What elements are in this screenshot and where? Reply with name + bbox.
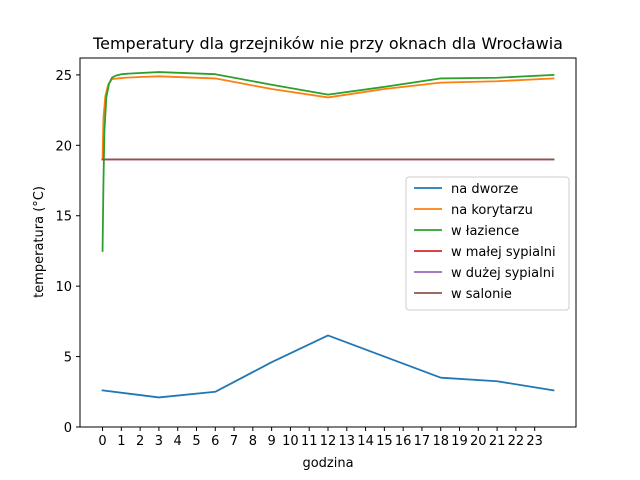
series-line-1 bbox=[101, 75, 555, 161]
legend: na dworze na korytarzu w łazience w małej s… bbox=[405, 176, 570, 311]
y-tick-label: 15 bbox=[55, 210, 72, 225]
x-tick-label: 23 bbox=[526, 434, 543, 449]
x-tick-label: 16 bbox=[395, 434, 412, 449]
x-tick-label: 1 bbox=[117, 434, 125, 449]
x-tick-label: 22 bbox=[508, 434, 525, 449]
y-tick-label: 0 bbox=[64, 421, 72, 436]
x-tick-label: 8 bbox=[249, 434, 257, 449]
series-layer bbox=[101, 71, 555, 399]
y-tick-label: 10 bbox=[55, 280, 72, 295]
x-tick-label: 12 bbox=[320, 434, 337, 449]
x-tick-label: 21 bbox=[489, 434, 506, 449]
x-tick-label: 19 bbox=[451, 434, 468, 449]
x-tick-label: 13 bbox=[339, 434, 356, 449]
x-tick-label: 14 bbox=[357, 434, 374, 449]
legend-label: w łazience bbox=[451, 224, 519, 239]
series-line-2 bbox=[101, 71, 555, 252]
x-tick-label: 9 bbox=[267, 434, 275, 449]
chart-title: Temperatury dla grzejników nie przy okna… bbox=[92, 34, 563, 53]
x-tick-label: 3 bbox=[155, 434, 163, 449]
x-tick-label: 6 bbox=[211, 434, 219, 449]
x-tick-label: 10 bbox=[282, 434, 299, 449]
legend-box bbox=[405, 176, 570, 311]
legend-label: w salonie bbox=[451, 287, 512, 302]
x-tick-label: 0 bbox=[98, 434, 106, 449]
x-tick-label: 15 bbox=[376, 434, 393, 449]
x-tick-label: 18 bbox=[432, 434, 449, 449]
x-tick-label: 7 bbox=[230, 434, 238, 449]
legend-label: w małej sypialni bbox=[451, 245, 556, 260]
x-tick-label: 17 bbox=[414, 434, 431, 449]
y-axis-label: temperatura (°C) bbox=[32, 186, 47, 298]
series-line-0 bbox=[101, 334, 555, 399]
x-axis-label: godzina bbox=[302, 456, 353, 471]
y-tick-label: 25 bbox=[55, 69, 72, 84]
legend-label: w dużej sypialni bbox=[451, 266, 555, 281]
x-axis: 0 1 2 3 4 5 6 7 8 9 10 11 12 13 14 15 16 17 18 19 20 21 22 23 bbox=[98, 427, 543, 449]
x-tick-label: 5 bbox=[192, 434, 200, 449]
legend-label: na korytarzu bbox=[451, 203, 533, 218]
y-tick-label: 20 bbox=[55, 139, 72, 154]
x-tick-label: 2 bbox=[136, 434, 144, 449]
x-tick-label: 11 bbox=[301, 434, 318, 449]
x-tick-label: 20 bbox=[470, 434, 487, 449]
x-tick-label: 4 bbox=[174, 434, 182, 449]
y-axis: 0 5 10 15 20 25 bbox=[55, 69, 80, 436]
legend-label: na dworze bbox=[451, 182, 518, 197]
y-tick-label: 5 bbox=[64, 351, 72, 366]
